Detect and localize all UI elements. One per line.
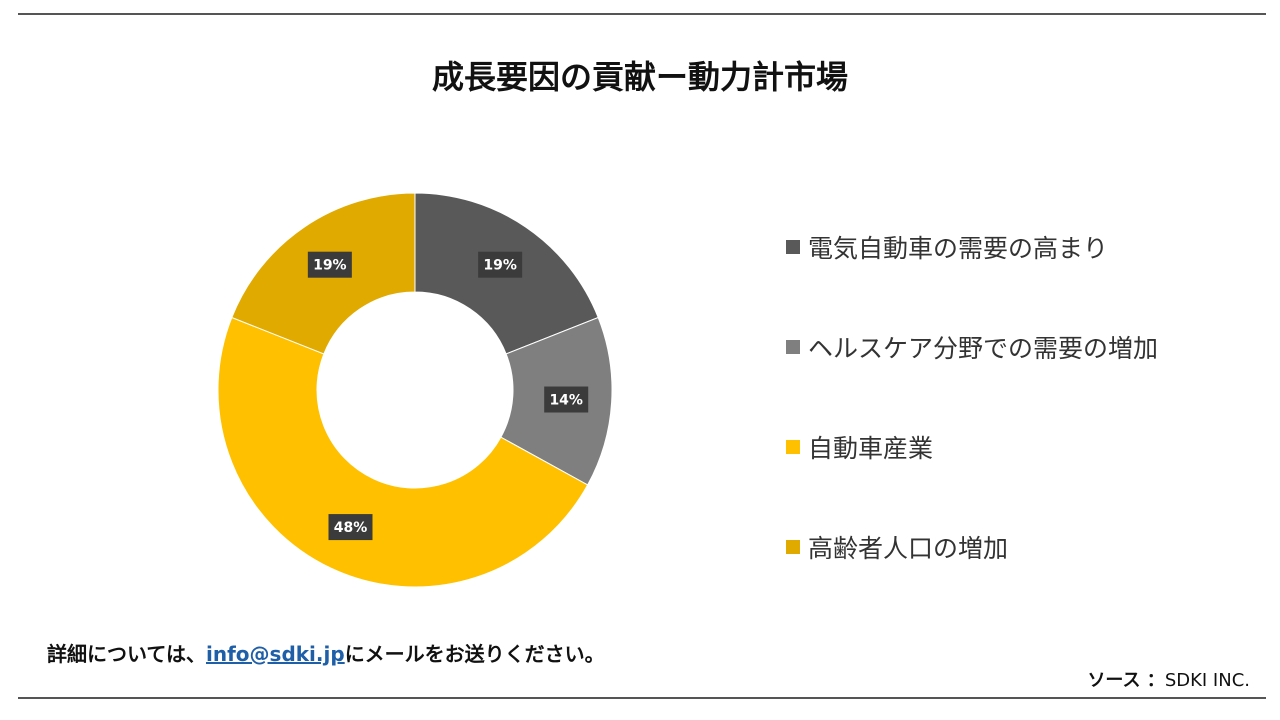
- data-label-1: 19%: [478, 251, 523, 278]
- donut-slice-3: [217, 316, 589, 588]
- data-label-bg: [328, 514, 373, 541]
- top-divider: [18, 13, 1266, 15]
- source-credit: ソース ：SDKI INC.: [1087, 666, 1250, 692]
- source-label: ソース ：: [1087, 670, 1165, 691]
- legend-item: 電気自動車の需要の高まり: [786, 230, 1158, 264]
- donut-chart: 19% 14% 48% 19%: [217, 192, 613, 588]
- legend-swatch: [786, 440, 800, 454]
- legend-item: 自動車産業: [786, 430, 1158, 464]
- data-label-2: 14%: [544, 386, 589, 413]
- legend-label: 高齢者人口の増加: [808, 534, 1009, 563]
- legend-label: ヘルスケア分野での需要の増加: [808, 334, 1159, 363]
- data-label-text: 19%: [483, 258, 517, 274]
- data-label-bg: [307, 251, 352, 278]
- legend-label: 電気自動車の需要の高まり: [808, 234, 1109, 263]
- contact-suffix: にメールをお送りください。: [344, 642, 605, 666]
- data-label-bg: [544, 386, 589, 413]
- legend-item: ヘルスケア分野での需要の増加: [786, 330, 1158, 364]
- legend-swatch: [786, 340, 800, 354]
- contact-note: 詳細については、info@sdki.jpにメールをお送りください。: [47, 638, 605, 667]
- contact-prefix: 詳細については、: [47, 642, 206, 666]
- data-label-text: 14%: [549, 393, 583, 409]
- data-label-text: 19%: [313, 258, 347, 274]
- legend-swatch: [786, 540, 800, 554]
- data-label-text: 48%: [334, 520, 368, 536]
- chart-title: 成長要因の貢献ー動力計市場: [431, 58, 848, 96]
- legend-swatch: [786, 240, 800, 254]
- legend-label: 自動車産業: [808, 434, 934, 463]
- data-label-bg: [478, 251, 523, 278]
- email-link[interactable]: info@sdki.jp: [206, 642, 345, 666]
- chart-legend: 電気自動車の需要の高まりヘルスケア分野での需要の増加 自動車産業高齢者人口の増加: [786, 230, 1158, 630]
- source-value: SDKI INC.: [1164, 670, 1250, 691]
- data-label-3: 48%: [328, 514, 373, 541]
- legend-item: 高齢者人口の増加: [786, 530, 1158, 564]
- bottom-divider: [18, 697, 1266, 699]
- data-label-4: 19%: [307, 251, 352, 278]
